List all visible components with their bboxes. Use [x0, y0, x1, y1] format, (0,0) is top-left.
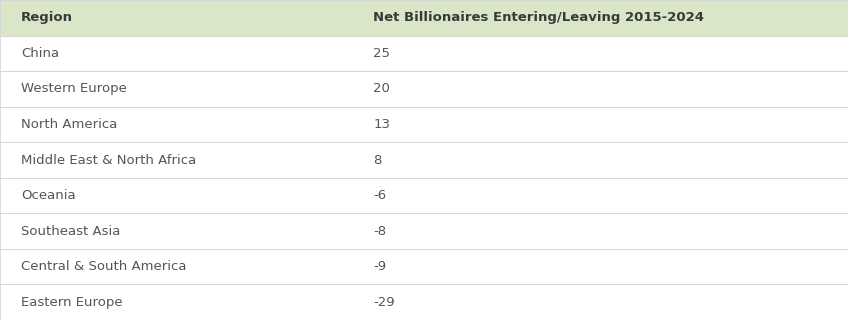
Text: Southeast Asia: Southeast Asia [21, 225, 120, 238]
Text: North America: North America [21, 118, 118, 131]
Text: 13: 13 [373, 118, 390, 131]
Text: Eastern Europe: Eastern Europe [21, 296, 123, 309]
Bar [0, 178, 848, 213]
Bar [0, 71, 848, 107]
Text: Western Europe: Western Europe [21, 82, 127, 95]
Bar [0, 107, 848, 142]
Text: 8: 8 [373, 154, 382, 166]
Text: -29: -29 [373, 296, 395, 309]
Bar [0, 249, 848, 284]
Bar [0, 142, 848, 178]
Bar [0, 0, 848, 36]
Bar [0, 213, 848, 249]
Text: Net Billionaires Entering/Leaving 2015-2024: Net Billionaires Entering/Leaving 2015-2… [373, 11, 704, 24]
Text: -6: -6 [373, 189, 386, 202]
Text: Central & South America: Central & South America [21, 260, 187, 273]
Bar [0, 36, 848, 71]
Text: 20: 20 [373, 82, 390, 95]
Text: Region: Region [21, 11, 73, 24]
Bar [0, 284, 848, 320]
Text: China: China [21, 47, 59, 60]
Text: Middle East & North Africa: Middle East & North Africa [21, 154, 197, 166]
Text: -8: -8 [373, 225, 386, 238]
Text: -9: -9 [373, 260, 386, 273]
Text: 25: 25 [373, 47, 390, 60]
Text: Oceania: Oceania [21, 189, 75, 202]
